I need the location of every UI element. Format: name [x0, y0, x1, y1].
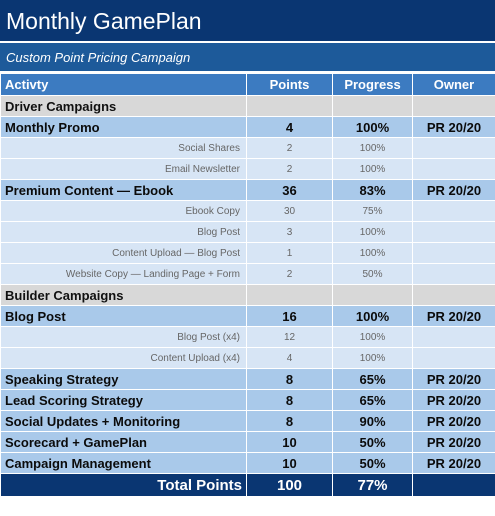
activity-cell: Blog Post	[0, 305, 247, 327]
table-row: Website Copy — Landing Page + Form 2 50%	[0, 263, 495, 285]
owner-cell: PR 20/20	[412, 368, 495, 390]
progress-cell: 65%	[332, 368, 413, 390]
activity-cell: Social Updates + Monitoring	[0, 410, 247, 432]
table-row: Campaign Management 10 50% PR 20/20	[0, 452, 495, 474]
total-label: Total Points	[0, 473, 247, 497]
table-row: Blog Post (x4) 12 100%	[0, 326, 495, 348]
owner-cell	[412, 347, 495, 369]
table-row: Social Shares 2 100%	[0, 137, 495, 159]
points-cell: 1	[246, 242, 333, 264]
total-points: 100	[246, 473, 333, 497]
progress-cell: 83%	[332, 179, 413, 201]
activity-cell: Blog Post	[0, 221, 247, 243]
progress-cell: 75%	[332, 200, 413, 222]
page-subtitle: Custom Point Pricing Campaign	[0, 43, 495, 73]
activity-cell: Blog Post (x4)	[0, 326, 247, 348]
owner-cell: PR 20/20	[412, 179, 495, 201]
table-row: Ebook Copy 30 75%	[0, 200, 495, 222]
progress-cell: 100%	[332, 158, 413, 180]
points-cell: 10	[246, 431, 333, 453]
table-row: Premium Content — Ebook 36 83% PR 20/20	[0, 179, 495, 201]
owner-cell: PR 20/20	[412, 410, 495, 432]
activity-cell: Premium Content — Ebook	[0, 179, 247, 201]
owner-cell	[412, 200, 495, 222]
total-row: Total Points 100 77%	[0, 473, 495, 497]
activity-cell: Content Upload — Blog Post	[0, 242, 247, 264]
table-row: Blog Post 16 100% PR 20/20	[0, 305, 495, 327]
table-header-row: Activty Points Progress Owner	[0, 73, 495, 96]
table-row: Blog Post 3 100%	[0, 221, 495, 243]
progress-cell: 50%	[332, 263, 413, 285]
table-row: Speaking Strategy 8 65% PR 20/20	[0, 368, 495, 390]
points-cell: 2	[246, 158, 333, 180]
progress-cell: 100%	[332, 137, 413, 159]
activity-cell: Social Shares	[0, 137, 247, 159]
points-cell: 3	[246, 221, 333, 243]
points-cell: 4	[246, 116, 333, 138]
activity-cell: Email Newsletter	[0, 158, 247, 180]
points-cell: 10	[246, 452, 333, 474]
progress-cell: 65%	[332, 389, 413, 411]
activity-cell: Scorecard + GamePlan	[0, 431, 247, 453]
progress-cell: 90%	[332, 410, 413, 432]
points-cell: 30	[246, 200, 333, 222]
progress-cell: 50%	[332, 452, 413, 474]
owner-cell	[412, 221, 495, 243]
owner-cell: PR 20/20	[412, 116, 495, 138]
table-row: Social Updates + Monitoring 8 90% PR 20/…	[0, 410, 495, 432]
progress-cell: 100%	[332, 347, 413, 369]
progress-cell: 100%	[332, 305, 413, 327]
owner-cell: PR 20/20	[412, 389, 495, 411]
section-row-builder: Builder Campaigns	[0, 284, 495, 306]
header-owner: Owner	[412, 73, 495, 96]
points-cell: 4	[246, 347, 333, 369]
header-activity: Activty	[0, 73, 247, 96]
table-row: Content Upload (x4) 4 100%	[0, 347, 495, 369]
owner-cell: PR 20/20	[412, 452, 495, 474]
activity-cell: Website Copy — Landing Page + Form	[0, 263, 247, 285]
owner-cell: PR 20/20	[412, 305, 495, 327]
points-cell: 8	[246, 410, 333, 432]
activity-cell: Speaking Strategy	[0, 368, 247, 390]
owner-cell: PR 20/20	[412, 431, 495, 453]
table-row: Scorecard + GamePlan 10 50% PR 20/20	[0, 431, 495, 453]
activity-cell: Campaign Management	[0, 452, 247, 474]
owner-cell	[412, 263, 495, 285]
points-cell: 2	[246, 137, 333, 159]
gameplan-table: Activty Points Progress Owner Driver Cam…	[0, 73, 495, 497]
activity-cell: Monthly Promo	[0, 116, 247, 138]
progress-cell: 100%	[332, 326, 413, 348]
points-cell: 36	[246, 179, 333, 201]
header-progress: Progress	[332, 73, 413, 96]
points-cell: 8	[246, 368, 333, 390]
progress-cell: 100%	[332, 221, 413, 243]
table-row: Email Newsletter 2 100%	[0, 158, 495, 180]
total-owner	[412, 473, 495, 497]
table-row: Monthly Promo 4 100% PR 20/20	[0, 116, 495, 138]
page-title: Monthly GamePlan	[0, 0, 495, 43]
table-row: Lead Scoring Strategy 8 65% PR 20/20	[0, 389, 495, 411]
activity-cell: Lead Scoring Strategy	[0, 389, 247, 411]
progress-cell: 50%	[332, 431, 413, 453]
progress-cell: 100%	[332, 116, 413, 138]
section-label: Builder Campaigns	[0, 284, 247, 306]
section-row-driver: Driver Campaigns	[0, 95, 495, 117]
points-cell: 12	[246, 326, 333, 348]
owner-cell	[412, 158, 495, 180]
points-cell: 2	[246, 263, 333, 285]
points-cell: 8	[246, 389, 333, 411]
total-progress: 77%	[332, 473, 413, 497]
points-cell: 16	[246, 305, 333, 327]
activity-cell: Content Upload (x4)	[0, 347, 247, 369]
activity-cell: Ebook Copy	[0, 200, 247, 222]
owner-cell	[412, 326, 495, 348]
table-row: Content Upload — Blog Post 1 100%	[0, 242, 495, 264]
section-label: Driver Campaigns	[0, 95, 247, 117]
header-points: Points	[246, 73, 333, 96]
owner-cell	[412, 242, 495, 264]
owner-cell	[412, 137, 495, 159]
progress-cell: 100%	[332, 242, 413, 264]
